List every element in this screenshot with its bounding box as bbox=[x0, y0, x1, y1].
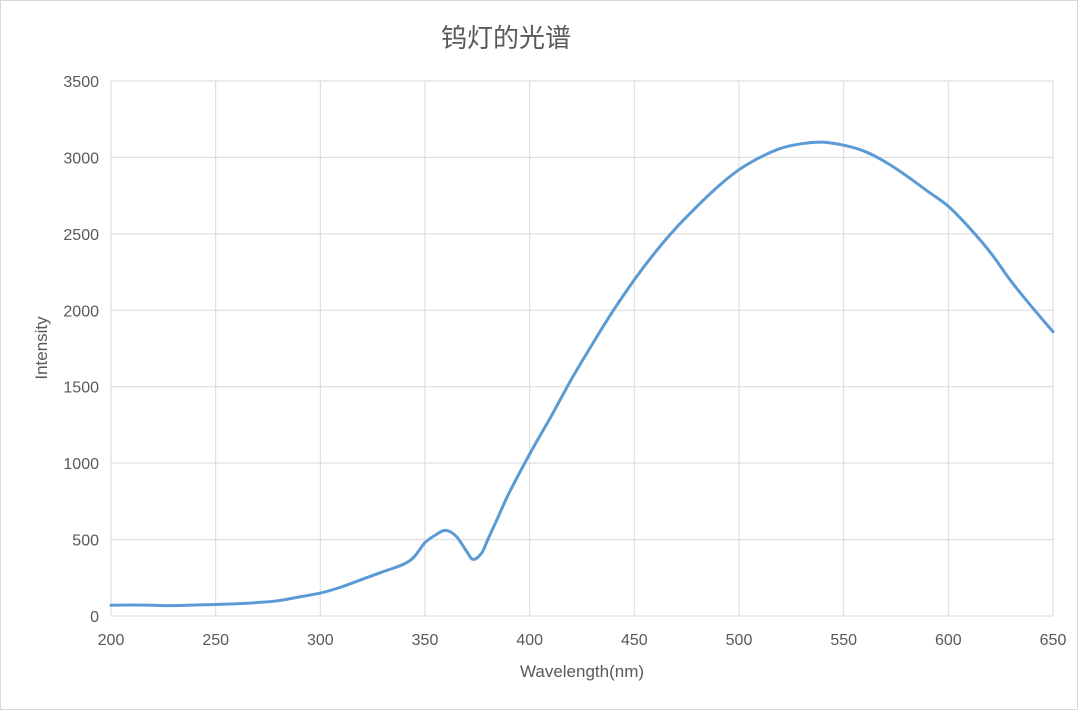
y-tick-label: 3500 bbox=[63, 74, 99, 91]
y-tick-label: 2000 bbox=[63, 303, 99, 320]
x-tick-label: 250 bbox=[202, 632, 229, 649]
x-tick-label: 650 bbox=[1040, 632, 1067, 649]
y-tick-label: 1500 bbox=[63, 380, 99, 397]
chart-title: 钨灯的光谱 bbox=[441, 24, 571, 54]
x-tick-label: 500 bbox=[726, 632, 753, 649]
x-axis-title: Wavelength(nm) bbox=[520, 662, 644, 681]
y-tick-label: 0 bbox=[90, 609, 99, 626]
grid bbox=[110, 80, 1054, 617]
y-tick-label: 500 bbox=[72, 533, 99, 550]
intensity-series-line bbox=[109, 140, 1055, 608]
y-axis-ticks: 0 500 1000 1500 2000 2500 3000 3500 bbox=[63, 74, 99, 626]
x-tick-label: 400 bbox=[516, 632, 543, 649]
x-tick-label: 350 bbox=[412, 632, 439, 649]
y-axis-title: Intensity bbox=[32, 316, 51, 380]
y-tick-label: 3000 bbox=[63, 150, 99, 167]
x-tick-label: 600 bbox=[935, 632, 962, 649]
x-tick-label: 300 bbox=[307, 632, 334, 649]
x-tick-label: 550 bbox=[830, 632, 857, 649]
x-tick-label: 200 bbox=[98, 632, 125, 649]
x-tick-label: 450 bbox=[621, 632, 648, 649]
x-axis-ticks: 200 250 300 350 400 450 500 550 600 650 bbox=[98, 632, 1067, 649]
y-tick-label: 2500 bbox=[63, 227, 99, 244]
y-tick-label: 1000 bbox=[63, 456, 99, 473]
